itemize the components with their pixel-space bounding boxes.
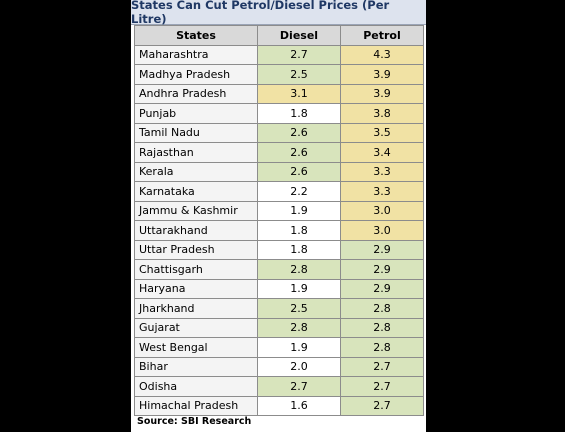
diesel-cell: 1.8 [257, 220, 341, 241]
table-row: Uttar Pradesh 1.8 2.9 [134, 239, 424, 260]
petrol-cell: 2.9 [340, 278, 424, 299]
state-cell: Himachal Pradesh [134, 395, 258, 416]
header-diesel: Diesel [257, 25, 341, 46]
table-row: Madhya Pradesh 2.5 3.9 [134, 64, 424, 85]
petrol-cell: 2.9 [340, 259, 424, 280]
petrol-cell: 3.8 [340, 103, 424, 124]
petrol-cell: 3.5 [340, 122, 424, 143]
state-cell: Karnataka [134, 181, 258, 202]
table-row: Jharkhand 2.5 2.8 [134, 298, 424, 319]
state-cell: Andhra Pradesh [134, 83, 258, 104]
table-row: Haryana 1.9 2.9 [134, 278, 424, 299]
diesel-cell: 2.5 [257, 64, 341, 85]
petrol-cell: 2.9 [340, 239, 424, 260]
table-body: Maharashtra 2.7 4.3 Madhya Pradesh 2.5 3.9 And… [134, 44, 424, 416]
diesel-cell: 1.8 [257, 239, 341, 260]
petrol-cell: 3.4 [340, 142, 424, 163]
table-row: Odisha 2.7 2.7 [134, 376, 424, 397]
diesel-cell: 2.6 [257, 142, 341, 163]
petrol-cell: 3.0 [340, 220, 424, 241]
petrol-cell: 2.8 [340, 337, 424, 358]
diesel-cell: 2.6 [257, 161, 341, 182]
petrol-cell: 3.3 [340, 181, 424, 202]
diesel-cell: 3.1 [257, 83, 341, 104]
diesel-cell: 1.6 [257, 395, 341, 416]
state-cell: Uttarakhand [134, 220, 258, 241]
table-row: Chattisgarh 2.8 2.9 [134, 259, 424, 280]
petrol-cell: 2.7 [340, 356, 424, 377]
table-row: Jammu & Kashmir 1.9 3.0 [134, 200, 424, 221]
source-note: Source: SBI Research [137, 416, 252, 427]
state-cell: Jharkhand [134, 298, 258, 319]
table-row: Kerala 2.6 3.3 [134, 161, 424, 182]
state-cell: Maharashtra [134, 44, 258, 65]
table-row: West Bengal 1.9 2.8 [134, 337, 424, 358]
table-row: Uttarakhand 1.8 3.0 [134, 220, 424, 241]
state-cell: Rajasthan [134, 142, 258, 163]
state-cell: Kerala [134, 161, 258, 182]
petrol-cell: 2.7 [340, 395, 424, 416]
header-row: States Diesel Petrol [134, 25, 424, 46]
diesel-cell: 2.8 [257, 259, 341, 280]
state-cell: Jammu & Kashmir [134, 200, 258, 221]
state-cell: West Bengal [134, 337, 258, 358]
diesel-cell: 1.9 [257, 278, 341, 299]
table-row: Tamil Nadu 2.6 3.5 [134, 122, 424, 143]
petrol-cell: 3.9 [340, 83, 424, 104]
state-cell: Madhya Pradesh [134, 64, 258, 85]
state-cell: Chattisgarh [134, 259, 258, 280]
petrol-cell: 2.8 [340, 317, 424, 338]
state-cell: Bihar [134, 356, 258, 377]
header-petrol: Petrol [340, 25, 424, 46]
petrol-cell: 2.7 [340, 376, 424, 397]
diesel-cell: 2.8 [257, 317, 341, 338]
table-row: Karnataka 2.2 3.3 [134, 181, 424, 202]
petrol-cell: 2.8 [340, 298, 424, 319]
diesel-cell: 2.7 [257, 44, 341, 65]
petrol-cell: 3.0 [340, 200, 424, 221]
diesel-cell: 1.9 [257, 337, 341, 358]
diesel-cell: 2.7 [257, 376, 341, 397]
diesel-cell: 1.9 [257, 200, 341, 221]
diesel-cell: 1.8 [257, 103, 341, 124]
table-row: Himachal Pradesh 1.6 2.7 [134, 395, 424, 416]
table-row: Maharashtra 2.7 4.3 [134, 44, 424, 65]
table-title: States Can Cut Petrol/Diesel Prices (Per… [131, 0, 426, 26]
table-row: Andhra Pradesh 3.1 3.9 [134, 83, 424, 104]
table-panel: States Can Cut Petrol/Diesel Prices (Per… [131, 0, 426, 432]
state-cell: Gujarat [134, 317, 258, 338]
petrol-cell: 3.9 [340, 64, 424, 85]
diesel-cell: 2.2 [257, 181, 341, 202]
state-cell: Haryana [134, 278, 258, 299]
price-table: States Diesel Petrol Maharashtra 2.7 4.3 Ma… [134, 25, 424, 416]
state-cell: Uttar Pradesh [134, 239, 258, 260]
diesel-cell: 2.6 [257, 122, 341, 143]
diesel-cell: 2.5 [257, 298, 341, 319]
state-cell: Tamil Nadu [134, 122, 258, 143]
diesel-cell: 2.0 [257, 356, 341, 377]
petrol-cell: 4.3 [340, 44, 424, 65]
table-row: Bihar 2.0 2.7 [134, 356, 424, 377]
state-cell: Punjab [134, 103, 258, 124]
table-row: Punjab 1.8 3.8 [134, 103, 424, 124]
header-states: States [134, 25, 258, 46]
state-cell: Odisha [134, 376, 258, 397]
table-row: Rajasthan 2.6 3.4 [134, 142, 424, 163]
table-row: Gujarat 2.8 2.8 [134, 317, 424, 338]
petrol-cell: 3.3 [340, 161, 424, 182]
